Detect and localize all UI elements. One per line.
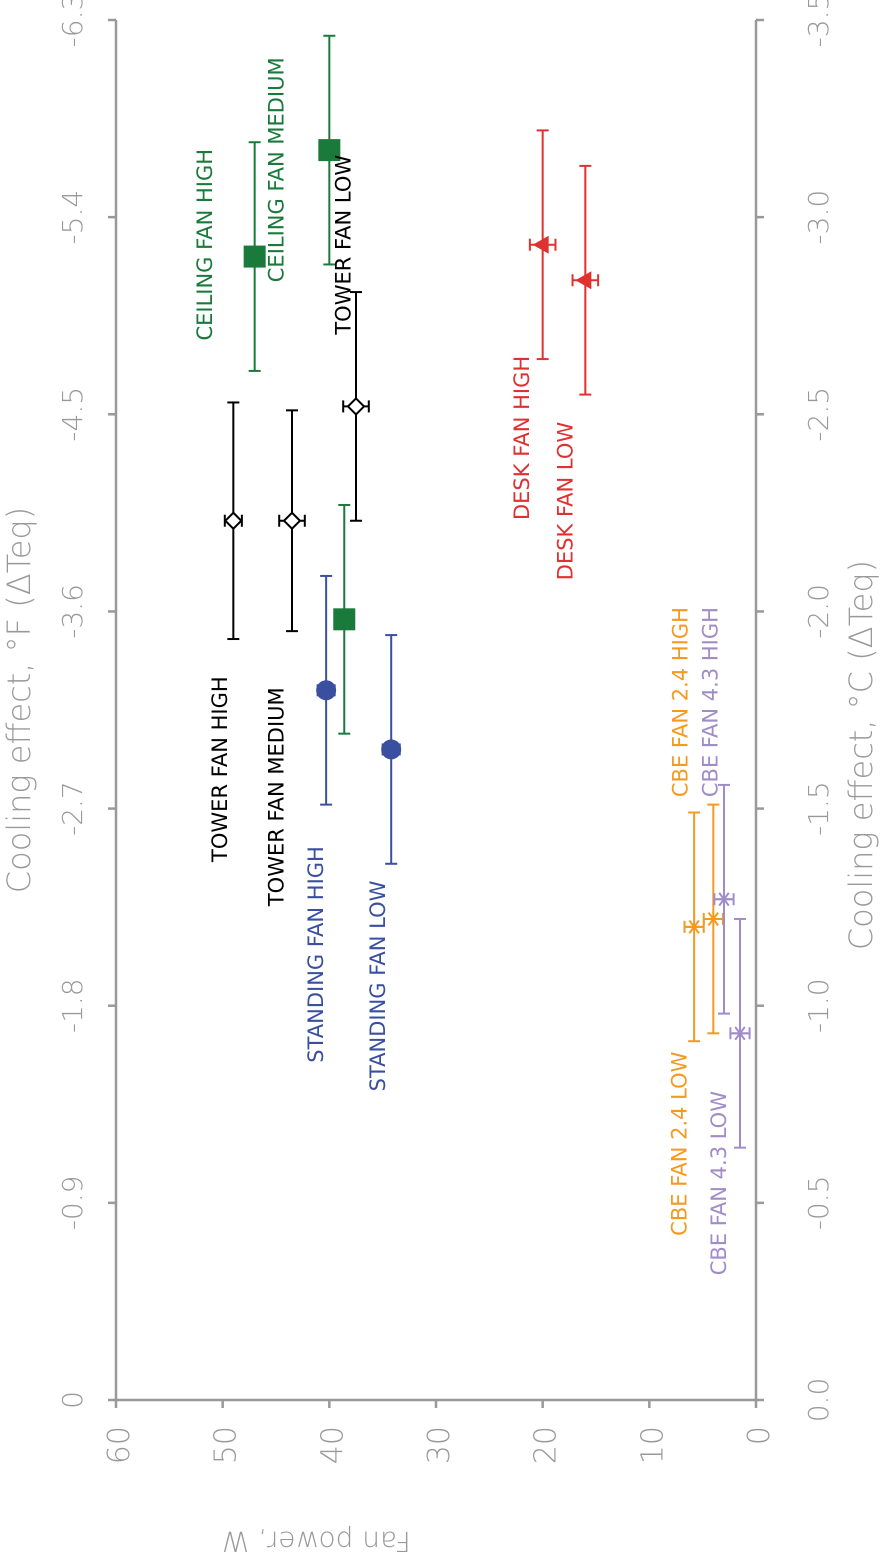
- asterisk-stroke: [734, 1026, 746, 1041]
- square-marker: [318, 139, 341, 162]
- point-label: STANDING FAN LOW: [366, 880, 390, 1091]
- celsius-tick-label: -1.5: [802, 781, 835, 836]
- power-tick-label: 10: [635, 1426, 670, 1464]
- celsius-tick-label: -2.0: [802, 584, 835, 639]
- data-point: [702, 803, 724, 1035]
- diamond-marker: [223, 511, 243, 531]
- power-tick-label: 30: [422, 1426, 457, 1464]
- triangle-marker: [532, 235, 549, 254]
- circle-marker: [316, 680, 337, 701]
- point-label: DESK FAN LOW: [554, 422, 578, 581]
- data-point: [333, 503, 356, 735]
- point-label: CEILING FAN MEDIUM: [264, 57, 288, 282]
- diamond-marker: [346, 396, 366, 416]
- celsius-tick-label: -0.5: [802, 1176, 835, 1231]
- power-tick-label: 0: [742, 1426, 777, 1445]
- point-label: TOWER FAN MEDIUM: [264, 687, 288, 907]
- point-label: TOWER FAN LOW: [332, 155, 356, 336]
- celsius-tick-label: -1.0: [802, 978, 835, 1033]
- square-marker: [243, 245, 266, 268]
- data-point: [342, 291, 370, 522]
- celsius-axis-title: Cooling effect, °C (ΔTeq): [842, 560, 880, 950]
- asterisk-stroke: [718, 892, 730, 907]
- power-tick-label: 40: [315, 1426, 350, 1464]
- square-marker: [333, 608, 356, 631]
- point-label: STANDING FAN HIGH: [304, 846, 328, 1063]
- data-point: [223, 401, 243, 641]
- power-tick-label: 50: [209, 1426, 244, 1464]
- fahrenheit-tick-label: -5.4: [56, 190, 89, 245]
- data-point: [318, 34, 341, 266]
- data-point: [528, 129, 557, 361]
- data-marks: [223, 34, 751, 1149]
- data-point: [243, 141, 266, 372]
- fahrenheit-tick-label: -6.3: [56, 0, 89, 47]
- fahrenheit-tick-label: -3.6: [56, 584, 89, 639]
- power-tick-label: 20: [529, 1426, 564, 1464]
- asterisk-stroke: [688, 919, 700, 934]
- point-label: TOWER FAN HIGH: [208, 676, 232, 863]
- celsius-tick-label: 0.0: [802, 1378, 835, 1423]
- point-label: CBE FAN 4.3 LOW: [707, 1091, 731, 1275]
- power-tick-label: 60: [102, 1426, 137, 1464]
- point-label: CBE FAN 2.4 LOW: [668, 1051, 692, 1235]
- data-point: [713, 783, 735, 1015]
- fahrenheit-tick-label: -4.5: [56, 387, 89, 442]
- celsius-tick-label: -3.0: [802, 190, 835, 245]
- data-point: [316, 574, 337, 806]
- triangle-marker: [575, 271, 592, 290]
- point-label: CBE FAN 2.4 HIGH: [669, 607, 693, 797]
- data-point: [571, 164, 600, 396]
- point-label: CEILING FAN HIGH: [193, 149, 217, 341]
- fahrenheit-tick-label: 0: [56, 1391, 89, 1409]
- data-point: [381, 634, 402, 865]
- point-labels: TOWER FAN HIGH TOWER FAN MEDIUM TOWER FAN …: [193, 57, 731, 1275]
- fahrenheit-axis-title: Cooling effect, °F (ΔTeq): [0, 507, 38, 893]
- data-point: [683, 811, 705, 1043]
- data-point: [278, 409, 306, 633]
- circle-marker: [381, 739, 402, 760]
- fahrenheit-tick-label: -1.8: [56, 978, 89, 1033]
- data-point: [729, 917, 751, 1149]
- point-label: CBE FAN 4.3 HIGH: [699, 607, 723, 797]
- power-axis-title: Fan power, W: [221, 1525, 410, 1558]
- celsius-tick-label: -2.5: [802, 387, 835, 442]
- diamond-marker: [282, 511, 302, 531]
- celsius-tick-label: -3.5: [802, 0, 835, 47]
- point-label: DESK FAN HIGH: [510, 356, 534, 520]
- fahrenheit-tick-label: -2.7: [56, 781, 89, 836]
- asterisk-stroke: [707, 911, 719, 926]
- fahrenheit-tick-label: -0.9: [56, 1176, 89, 1231]
